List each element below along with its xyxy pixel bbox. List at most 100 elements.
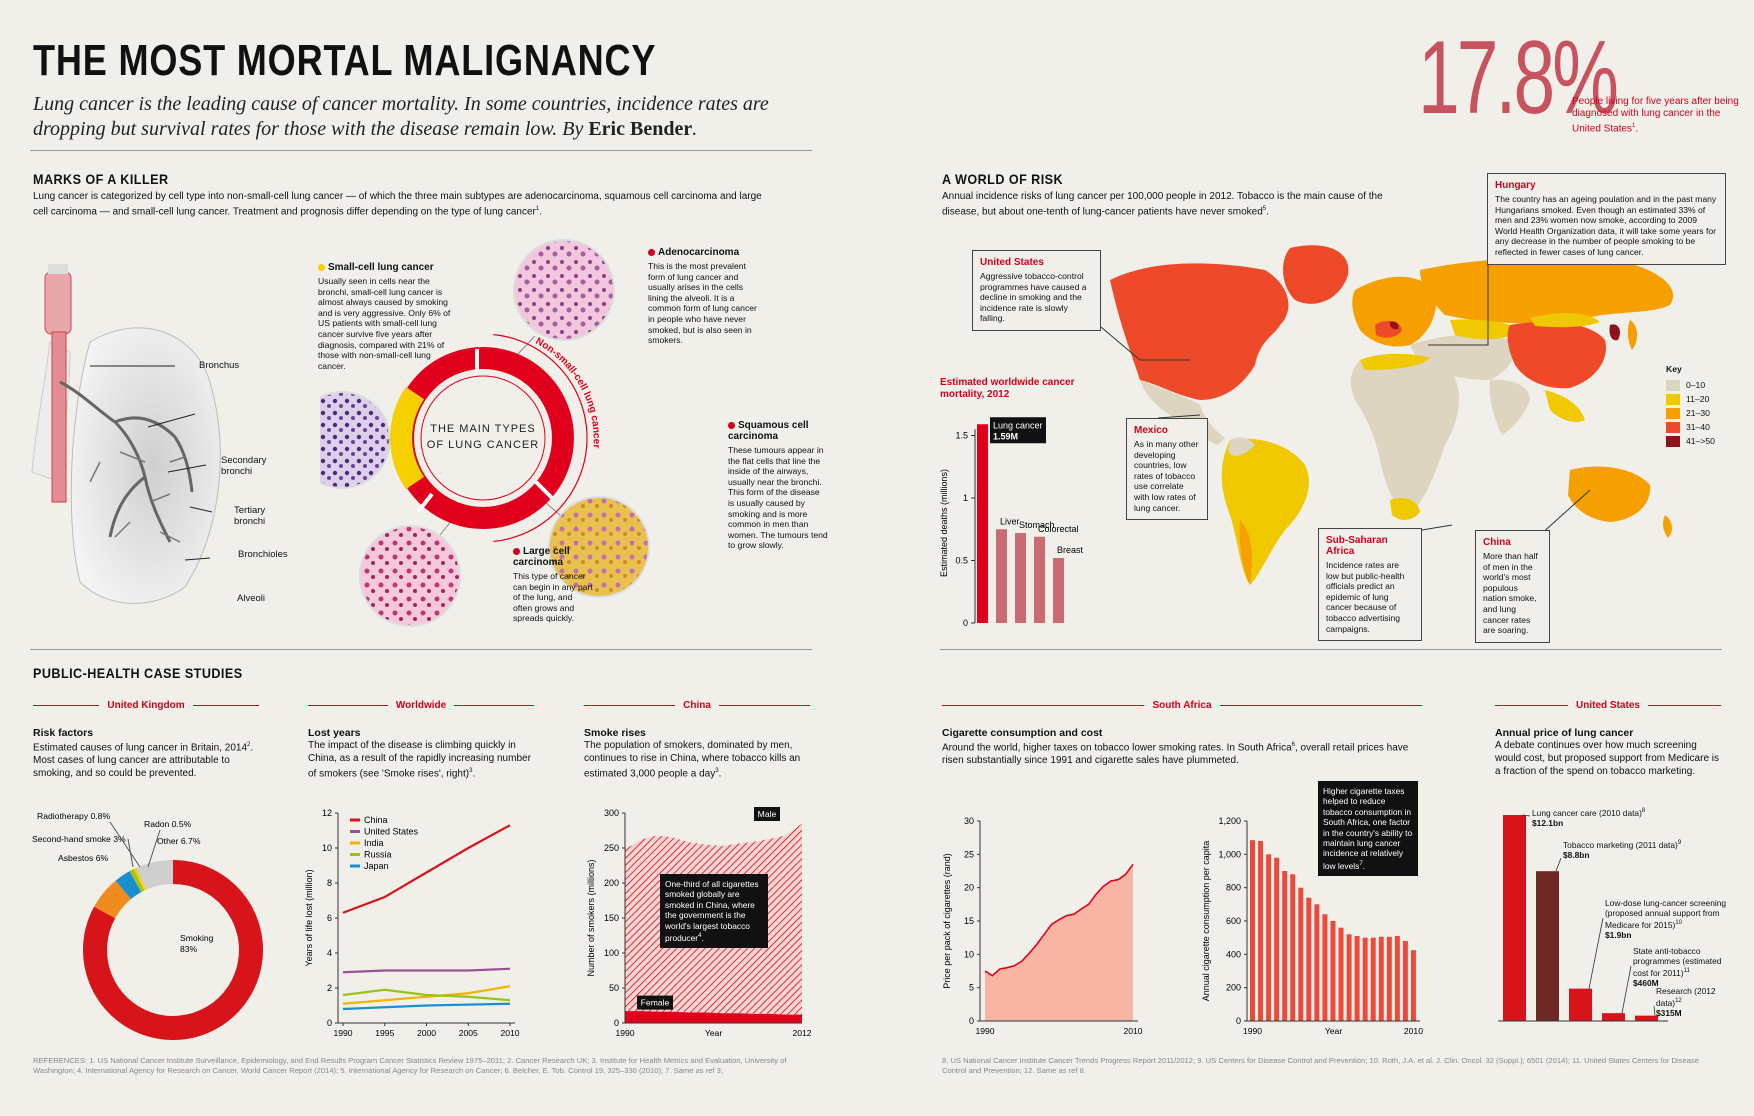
bar-label-4: Research (2012 data)12$315M (1656, 986, 1716, 1018)
y-axis-label: Number of smokers (millions) (586, 859, 596, 976)
header-rule (30, 150, 812, 151)
x-tick-label: 1990 (333, 1028, 352, 1038)
bar-label-4: Breast (1057, 545, 1084, 555)
squamous-photo (548, 496, 650, 598)
y-tick-label: 300 (604, 808, 619, 818)
y-tick-label: 2 (327, 983, 332, 993)
consumption-chart: 0 200 400 600 800 1,000 1,200 1990 2010 Year Annua… (1201, 816, 1423, 1036)
y-tick-label: 1 (963, 493, 968, 503)
series-china (342, 824, 511, 914)
bar-1992 (1266, 854, 1272, 1021)
y-axis-label: Annual cigarette consumption per capita (1201, 841, 1211, 1002)
leader-2 (1588, 917, 1604, 989)
bar-2000 (1330, 921, 1336, 1021)
bar-0 (1503, 815, 1526, 1021)
x-tick-label: 2000 (417, 1028, 436, 1038)
y-tick-label: 6 (327, 913, 332, 923)
risk-factors-text: Risk factors Estimated causes of lung ca… (33, 727, 254, 780)
y-tick-label: 0 (327, 1018, 332, 1028)
label-box-male (754, 807, 780, 821)
bar-2003 (1354, 936, 1360, 1021)
bar-0 (977, 424, 988, 623)
key-swatch-4 (1666, 421, 1680, 433)
y-tick-label: 250 (604, 843, 619, 853)
y-tick-label: 800 (1226, 883, 1241, 893)
divider-right (940, 649, 1722, 650)
bar-1994 (1282, 871, 1288, 1021)
tag-us: United States (1495, 700, 1721, 711)
label-other: Other 6.7% (157, 836, 201, 846)
y-tick-label: 50 (609, 983, 619, 993)
bar-value-0: 1.59M (993, 431, 1018, 441)
y-tick-label: 10 (322, 843, 332, 853)
callout-ssa: Sub-Saharan Africa Incidence rates are l… (1318, 528, 1422, 642)
x-axis-label: Year (705, 1028, 723, 1038)
funding-chart: Lung cancer care (2010 data)8$12.1bn Toba… (1498, 808, 1726, 1022)
callout-mexico: Mexico As in many other developing count… (1126, 418, 1208, 521)
series-india (342, 985, 511, 1005)
references-right: 8. US National Cancer Institute Cancer T… (942, 1056, 1699, 1075)
bar-2 (1015, 533, 1026, 623)
region-africa (1350, 354, 1460, 515)
intro-text: Lung cancer is the leading cause of canc… (33, 93, 769, 140)
y-tick-label: 10 (964, 949, 974, 959)
ring-title-1: THE MAIN TYPES (430, 423, 535, 435)
lung-label-box (990, 417, 1046, 444)
y-axis-label: Estimated deaths (millions) (939, 469, 949, 577)
y-tick-label: 20 (964, 883, 974, 893)
series-label-male: Male (758, 809, 777, 819)
region-australia (1568, 466, 1651, 522)
bar-2006 (1378, 936, 1384, 1021)
y-tick-label: 15 (964, 916, 974, 926)
bar-2010 (1410, 950, 1416, 1021)
bar-label-1: Liver (1000, 516, 1020, 526)
case-title: PUBLIC-HEALTH CASE STUDIES (33, 665, 243, 681)
y-tick-label: 12 (322, 808, 332, 818)
adenocarcinoma-desc: Adenocarcinoma This is the most prevalen… (648, 247, 757, 346)
bar-2007 (1386, 936, 1392, 1021)
label-smoking: Smoking (180, 933, 214, 943)
large-cell-desc: Large cell carcinoma This type of cancer… (513, 546, 593, 624)
y-tick-label: 400 (1226, 949, 1241, 959)
y-tick-label: 1,200 (1218, 816, 1241, 826)
x-tick-label: 2012 (792, 1028, 811, 1038)
y-tick-label: 5 (969, 983, 974, 993)
funding-text: Annual price of lung cancer A debate con… (1495, 727, 1719, 777)
y-tick-label: 8 (327, 878, 332, 888)
sclc-ring-segment (390, 386, 425, 490)
y-axis-label: Years of life lost (million) (304, 869, 314, 966)
series-united-states (342, 967, 511, 974)
map-key: Key 0–10 11–20 21–30 31–40 41–>50 (1666, 364, 1715, 447)
tag-uk: United Kingdom (33, 700, 259, 711)
price-chart: 0 5 10 15 20 25 30 1990 2010 Price per pack of ci… (942, 816, 1143, 1036)
small-cell-photo (320, 391, 391, 489)
bar-2008 (1394, 936, 1400, 1021)
leader (109, 821, 141, 868)
area-female (625, 1011, 802, 1023)
slice-smoking (83, 860, 263, 1040)
legend-label-0: China (364, 815, 388, 825)
ring-title-2: OF LUNG CANCER (427, 439, 539, 451)
y-tick-label: 100 (604, 948, 619, 958)
nsclc-ring (392, 347, 574, 529)
bar-label-2: Stomach (1019, 520, 1055, 530)
bar-label-2: Low-dose lung-cancer screening (proposed… (1605, 898, 1726, 940)
label-second-hand-smoke: Second-hand smoke 3% (32, 834, 126, 844)
survival-stat-note: People living for five years after being… (1572, 96, 1739, 135)
bar-label-3: State anti-tobacco programmes (estimated… (1633, 946, 1721, 988)
bar-2009 (1402, 941, 1408, 1021)
bar-1 (996, 529, 1007, 623)
y-tick-label: 0 (963, 618, 968, 628)
x-axis-label: Year (1325, 1026, 1343, 1036)
smoke-rises-text: Smoke rises The population of smokers, d… (584, 727, 801, 780)
legend-label-1: United States (364, 827, 419, 837)
legend-label-2: India (364, 838, 384, 848)
large-cell-photo (359, 525, 461, 627)
label-bronchus: Bronchus (199, 360, 240, 371)
region-europe (1352, 276, 1437, 347)
bar-1991 (1258, 841, 1264, 1021)
south-africa-text: Cigarette consumption and cost Around th… (942, 727, 1409, 767)
legend-label-4: Japan (364, 861, 389, 871)
marks-title: MARKS OF A KILLER (33, 171, 169, 187)
mortality-chart: 0 0.5 1 1.5 Estimated deaths (millions) Liver… (939, 417, 1084, 628)
